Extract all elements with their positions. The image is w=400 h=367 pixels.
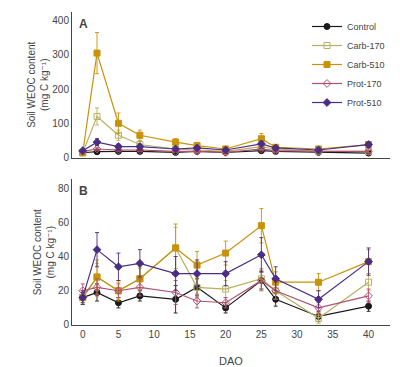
svg-text:80: 80	[58, 183, 70, 194]
svg-text:20: 20	[220, 329, 232, 340]
svg-text:Control: Control	[347, 22, 376, 32]
svg-text:A: A	[79, 17, 88, 31]
svg-text:Soil WEOC content(mg C kg⁻¹): Soil WEOC content(mg C kg⁻¹)	[26, 41, 50, 127]
svg-text:10: 10	[149, 329, 161, 340]
svg-text:35: 35	[327, 329, 339, 340]
svg-text:5: 5	[116, 329, 122, 340]
svg-text:Soil WEOC content(mg C kg⁻¹): Soil WEOC content(mg C kg⁻¹)	[32, 209, 56, 295]
svg-text:100: 100	[52, 118, 69, 129]
svg-text:0: 0	[63, 319, 69, 330]
svg-text:25: 25	[256, 329, 268, 340]
svg-text:DAO: DAO	[219, 355, 243, 367]
svg-text:B: B	[79, 184, 88, 198]
svg-text:0: 0	[80, 329, 86, 340]
svg-text:40: 40	[363, 329, 375, 340]
svg-text:400: 400	[52, 15, 69, 26]
svg-text:0: 0	[63, 152, 69, 163]
svg-text:20: 20	[58, 285, 70, 296]
svg-text:Prot-510: Prot-510	[347, 98, 382, 108]
svg-text:60: 60	[58, 217, 70, 228]
svg-text:30: 30	[292, 329, 304, 340]
svg-text:200: 200	[52, 84, 69, 95]
svg-text:Carb-510: Carb-510	[347, 60, 385, 70]
svg-text:300: 300	[52, 49, 69, 60]
svg-text:40: 40	[58, 251, 70, 262]
svg-text:Carb-170: Carb-170	[347, 41, 385, 51]
svg-text:Prot-170: Prot-170	[347, 79, 382, 89]
svg-text:15: 15	[184, 329, 196, 340]
